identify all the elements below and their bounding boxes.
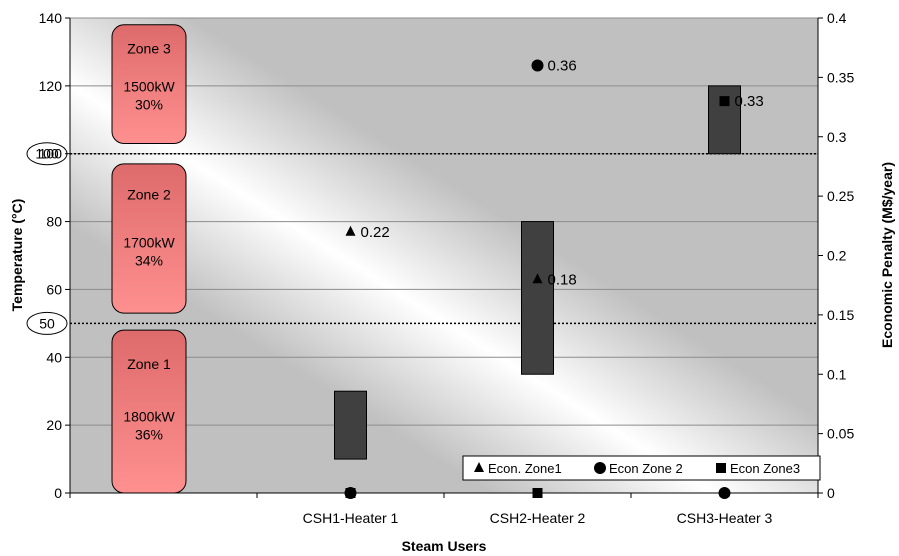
y-tick-label: 120: [39, 78, 63, 94]
y-tick-label: 20: [46, 417, 62, 433]
y2-tick-label: 0: [827, 485, 835, 501]
y2-tick-label: 0.05: [827, 426, 854, 442]
y-tick-label: 80: [46, 214, 62, 230]
y2-tick-label: 0.25: [827, 188, 854, 204]
y2-tick-label: 0.15: [827, 307, 854, 323]
zone-share: 34%: [135, 252, 163, 268]
zone-box: [111, 24, 187, 145]
zone-name: Zone 2: [127, 187, 171, 203]
zone-share: 36%: [135, 426, 163, 442]
y2-tick-label: 0.35: [827, 69, 854, 85]
zone-box: [111, 163, 187, 314]
x-tick-label: CSH1-Heater 1: [303, 510, 399, 526]
y-tick-label: 0: [54, 485, 62, 501]
threshold-label: 50: [39, 315, 55, 331]
legend-label: Econ. Zone1: [488, 461, 562, 476]
threshold-ellipse: [26, 311, 68, 335]
marker-square: [532, 488, 543, 498]
marker-square: [345, 488, 356, 498]
marker-circle: [718, 487, 731, 499]
data-label: 0.18: [548, 271, 577, 288]
marker-circle: [531, 59, 544, 72]
zone-power: 1800kW: [123, 408, 175, 424]
legend-label: Econ Zone 2: [609, 461, 683, 476]
legend-marker-triangle: [474, 462, 484, 472]
y-tick-label: 60: [46, 281, 62, 297]
range-bar: [334, 390, 367, 460]
y2-tick-label: 0.2: [827, 248, 847, 264]
y2-axis-label: Economic Penalty (M$/year): [879, 162, 895, 348]
zone-share: 30%: [135, 96, 163, 112]
zone-power: 1700kW: [123, 234, 175, 250]
marker-triangle: [345, 225, 356, 236]
legend-marker-circle: [594, 462, 606, 474]
x-tick-label: CSH2-Heater 2: [490, 510, 586, 526]
data-label: 0.22: [361, 224, 390, 241]
marker-triangle: [532, 273, 543, 284]
zone-name: Zone 3: [127, 40, 171, 56]
zone-power: 1500kW: [123, 78, 175, 94]
zone-name: Zone 1: [127, 356, 171, 372]
threshold-label: 100: [35, 146, 59, 162]
data-label: 0.36: [548, 58, 577, 75]
y2-tick-label: 0.3: [827, 129, 847, 145]
range-bar: [521, 221, 554, 375]
marker-square: [719, 96, 730, 107]
legend-label: Econ Zone3: [730, 461, 800, 476]
x-axis-label: Steam Users: [402, 538, 487, 554]
y2-tick-label: 0.1: [827, 366, 847, 382]
plot-area: [70, 18, 818, 493]
y-axis-label: Temperature (°C): [9, 199, 25, 312]
legend-marker-square: [716, 463, 726, 473]
y-tick-label: 100: [39, 146, 63, 162]
data-label: 0.33: [735, 93, 764, 110]
x-tick-label: CSH3-Heater 3: [677, 510, 773, 526]
legend-box: [462, 455, 821, 481]
y2-tick-label: 0.4: [827, 10, 847, 26]
y-tick-label: 40: [46, 349, 62, 365]
y-tick-label: 140: [39, 10, 63, 26]
